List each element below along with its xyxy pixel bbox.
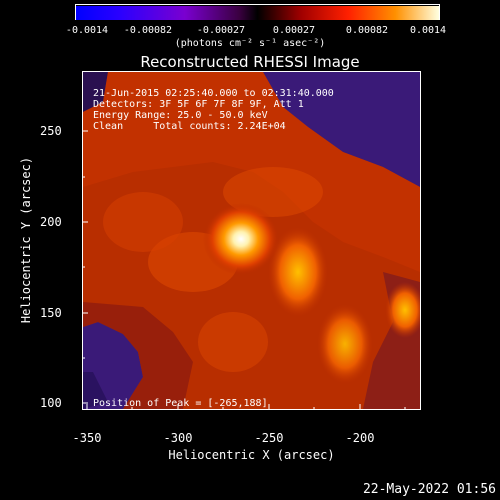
x-axis-label: Heliocentric X (arcsec) (168, 448, 335, 462)
xtick-label: -300 (163, 431, 193, 445)
solar-image (83, 72, 420, 409)
xtick-label: -350 (72, 431, 102, 445)
colorbar-tick-label: -0.00027 (196, 25, 246, 36)
annotation-detectors: Detectors: 3F 5F 6F 7F 8F 9F, Att 1 (93, 99, 304, 110)
colorbar-tick-label: -0.0014 (65, 25, 109, 36)
colorbar (75, 4, 440, 20)
colorbar-gradient (76, 6, 439, 20)
image-plot: 21-Jun-2015 02:25:40.000 to 02:31:40.000… (82, 71, 421, 410)
colorbar-tick-label: 0.00027 (272, 25, 316, 36)
colorbar-tick-label: 0.0014 (409, 25, 447, 36)
annotation-time: 21-Jun-2015 02:25:40.000 to 02:31:40.000 (93, 88, 334, 99)
y-axis-label: Heliocentric Y (arcsec) (19, 156, 33, 324)
annotation-peak-position: Position of Peak = [-265,188] (93, 398, 268, 409)
annotation-energy: Energy Range: 25.0 - 50.0 keV (93, 110, 268, 121)
ytick-label: 250 (40, 124, 62, 138)
timestamp: 22-May-2022 01:56 (362, 482, 496, 497)
annotation-clean: Clean Total counts: 2.24E+04 (93, 121, 286, 132)
ytick-label: 150 (40, 306, 62, 320)
peak-source (203, 203, 279, 275)
plot-title: Reconstructed RHESSI Image (140, 53, 360, 71)
xtick-label: -200 (345, 431, 375, 445)
ytick-label: 100 (40, 396, 62, 410)
xtick-label: -250 (254, 431, 284, 445)
colorbar-units: (photons cm⁻² s⁻¹ asec⁻²) (174, 38, 326, 49)
colorbar-tick-label: -0.00082 (123, 25, 173, 36)
colorbar-tick-label: 0.00082 (345, 25, 389, 36)
ytick-label: 200 (40, 215, 62, 229)
